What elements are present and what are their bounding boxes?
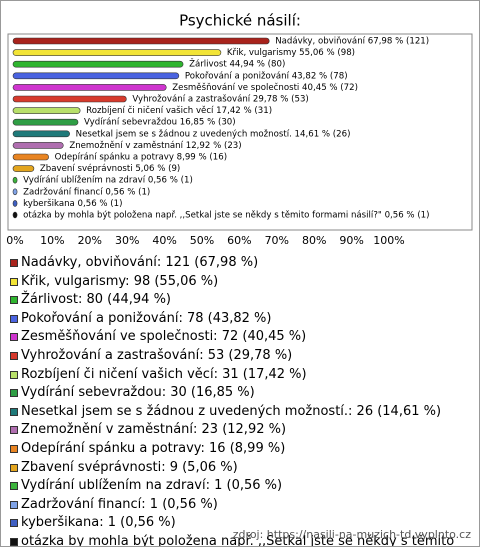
x-tick-label: 10% — [40, 234, 64, 247]
legend-item: Pokořování a ponižování: 78 (43,82 %) — [9, 310, 471, 329]
legend-swatch — [10, 482, 18, 491]
legend-item: Vyhrožování a zastrašování: 53 (29,78 %) — [9, 347, 471, 366]
legend-swatch — [10, 407, 18, 416]
x-tick-label: 100% — [373, 234, 404, 247]
bar — [12, 165, 35, 172]
legend-label: Nesetkal jsem se s žádnou z uvedených mo… — [21, 403, 442, 419]
legend-label: Vydírání ublížením na zdraví: 1 (0,56 %) — [21, 478, 283, 494]
bar — [12, 118, 79, 126]
legend-item: Žárlivost: 80 (44,94 %) — [9, 291, 471, 310]
bar-label: Zbavení svéprávnosti 5,06 % (9) — [40, 163, 180, 174]
legend-swatch — [10, 426, 18, 435]
legend-item: Křik, vulgarismy: 98 (55,06 %) — [9, 273, 471, 292]
legend-swatch — [10, 389, 18, 398]
bar-label: Zadržování financí 0,56 % (1) — [23, 187, 150, 197]
legend-label: Vydírání sebevraždou: 30 (16,85 %) — [21, 385, 255, 401]
bar — [12, 84, 167, 91]
legend-item: Odepírání spánku a potravy: 16 (8,99 %) — [9, 440, 471, 459]
chart-title: Psychické násilí: — [179, 12, 301, 30]
bar-label: Vydírání sebevraždou 16,85 % (30) — [84, 118, 236, 128]
bar — [12, 211, 18, 219]
bar-label: Nadávky, obviňování 67,98 % (121) — [275, 36, 429, 47]
legend-label: kyberšikana: 1 (0,56 %) — [21, 515, 176, 531]
legend-label: Nadávky, obviňování: 121 (67,98 %) — [21, 255, 259, 270]
bar — [12, 188, 18, 196]
bar-label: kyberšikana 0,56 % (1) — [23, 198, 122, 209]
bar-label: Křik, vulgarismy 55,06 % (98) — [227, 48, 355, 58]
bar — [12, 130, 70, 138]
bar-label: Zesměšňování ve společnosti 40,45 % (72) — [172, 82, 358, 93]
x-tick-label: 60% — [227, 234, 251, 247]
legend-swatch — [10, 519, 18, 528]
legend-swatch — [10, 444, 18, 453]
legend-label: Zbavení svéprávnosti: 9 (5,06 %) — [21, 459, 238, 475]
x-tick-label: 80% — [302, 234, 326, 247]
bar — [12, 153, 49, 161]
legend-swatch — [10, 277, 18, 286]
bar-label: Vydírání ublížením na zdraví 0,56 % (1) — [23, 176, 193, 186]
bar-label: Rozbíjení či ničení vašich věcí 17,42 % … — [86, 105, 272, 116]
x-tick-label: 0% — [6, 234, 23, 247]
legend-item: otázka by mohla být položena např. ,,Set… — [9, 533, 471, 547]
bar-label: Nesetkal jsem se s žádnou z uvedených mo… — [76, 129, 351, 139]
bar — [12, 49, 222, 56]
legend-label: Zesměšňování ve společnosti: 72 (40,45 %… — [21, 329, 307, 345]
legend-item: Nadávky, obviňování: 121 (67,98 %) — [9, 254, 471, 273]
bar-label: Vyhrožování a zastrašování 29,78 % (53) — [132, 94, 308, 105]
bar — [12, 72, 180, 80]
legend-item: Vydírání ublížením na zdraví: 1 (0,56 %) — [9, 477, 471, 496]
legend-swatch — [10, 296, 18, 305]
legend-swatch — [10, 500, 18, 509]
legend-swatch — [10, 370, 18, 379]
bar — [12, 60, 184, 68]
legend-swatch — [10, 333, 18, 342]
bar — [12, 37, 270, 45]
bar-label: Odepírání spánku a potravy 8,99 % (16) — [55, 153, 227, 163]
legend-label: Žárlivost: 80 (44,94 %) — [21, 292, 171, 308]
x-tick-label: 20% — [78, 234, 102, 247]
x-tick-label: 30% — [115, 234, 139, 247]
legend-item: Vydírání sebevraždou: 30 (16,85 %) — [9, 384, 471, 403]
bar — [12, 200, 18, 207]
x-tick-label: 40% — [152, 234, 176, 247]
legend-swatch — [10, 537, 18, 546]
source: zdroj: https://nasili-na-muzich-td.vypln… — [232, 528, 471, 541]
bar-label: Žárlivost 44,94 % (80) — [189, 58, 285, 70]
legend-label: Křik, vulgarismy: 98 (55,06 %) — [21, 273, 219, 289]
legend-swatch — [10, 314, 18, 323]
legend-swatch — [10, 351, 18, 360]
legend-swatch — [10, 463, 18, 472]
legend: Nadávky, obviňování: 121 (67,98 %) Křik, … — [9, 254, 471, 547]
legend-item: Zadržování financí: 1 (0,56 %) — [9, 496, 471, 515]
x-tick-label: 90% — [339, 234, 363, 247]
legend-item: Rozbíjení či ničení vašich věcí: 31 (17,… — [9, 366, 471, 385]
legend-item: Zbavení svéprávnosti: 9 (5,06 %) — [9, 459, 471, 478]
bar — [12, 107, 81, 114]
legend-item: kyberšikana: 1 (0,56 %) — [9, 514, 471, 533]
legend-label: Znemožnění v zaměstnání: 23 (12,92 %) — [21, 422, 287, 438]
chart: Psychické násilí: 0% 10% 20% 30% 40% 50% 60% 70… — [6, 12, 473, 247]
bar-label: Pokořování a ponižování 43,82 % (78) — [185, 71, 348, 81]
bar — [12, 95, 127, 103]
legend-item: Znemožnění v zaměstnání: 23 (12,92 %) — [9, 421, 471, 440]
bar — [12, 142, 64, 149]
legend-swatch — [10, 259, 18, 267]
bar-label: Znemožnění v zaměstnání 12,92 % (23) — [69, 140, 241, 151]
legend-label: Zadržování financí: 1 (0,56 %) — [21, 496, 218, 512]
x-tick-label: 50% — [190, 234, 214, 247]
legend-label: otázka by mohla být položena např. ,,Set… — [21, 533, 455, 547]
legend-label: Rozbíjení či ničení vašich věcí: 31 (17,… — [21, 366, 307, 382]
legend-item: Zesměšňování ve společnosti: 72 (40,45 %… — [9, 328, 471, 347]
x-tick-label: 70% — [265, 234, 289, 247]
legend-label: Vyhrožování a zastrašování: 53 (29,78 %) — [21, 347, 293, 363]
legend-label: Odepírání spánku a potravy: 16 (8,99 %) — [21, 440, 286, 456]
bar — [12, 176, 18, 184]
bar-label: otázka by mohla být položena např. ,,Set… — [23, 210, 429, 221]
legend-item: Nesetkal jsem se s žádnou z uvedených mo… — [9, 403, 471, 422]
legend-label: Pokořování a ponižování: 78 (43,82 %) — [21, 310, 272, 326]
